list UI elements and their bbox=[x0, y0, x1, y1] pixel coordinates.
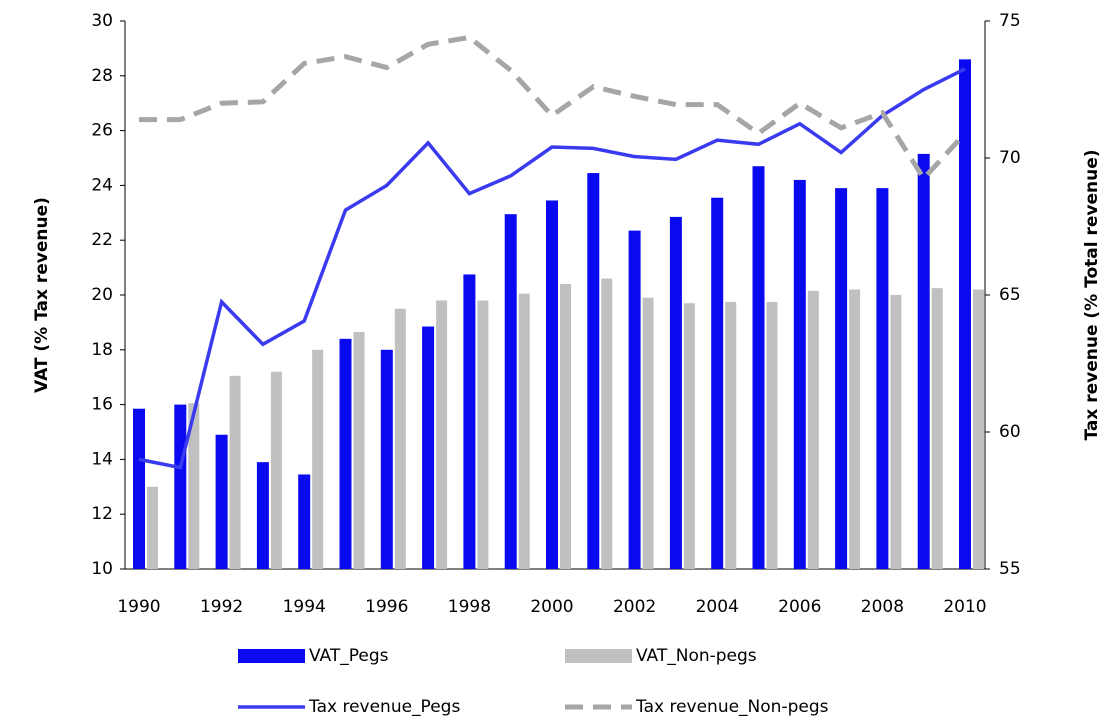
bar bbox=[628, 230, 641, 570]
x-tick-label: 2004 bbox=[696, 597, 739, 617]
bar bbox=[298, 474, 311, 569]
x-tick-label: 1992 bbox=[200, 597, 243, 617]
bar bbox=[422, 326, 435, 569]
x-tick-label: 2010 bbox=[943, 597, 986, 617]
y2-tick-label: 55 bbox=[999, 559, 1021, 579]
x-tick-label: 2006 bbox=[778, 597, 821, 617]
bar bbox=[394, 308, 406, 569]
bar bbox=[560, 284, 571, 569]
bar bbox=[256, 462, 269, 569]
y2-axis-title: Tax revenue (% Total revenue) bbox=[1082, 149, 1102, 440]
bar bbox=[133, 408, 145, 569]
y2-tick-label: 65 bbox=[999, 285, 1021, 305]
y-tick-label: 14 bbox=[91, 449, 113, 469]
bar bbox=[174, 404, 187, 569]
bar bbox=[752, 166, 765, 569]
bar bbox=[518, 293, 530, 569]
bar bbox=[215, 434, 228, 569]
x-tick-label: 1990 bbox=[117, 597, 160, 617]
bar bbox=[270, 371, 282, 569]
bar bbox=[890, 295, 902, 569]
bar bbox=[188, 403, 200, 569]
y-tick-label: 18 bbox=[91, 340, 113, 360]
bar bbox=[380, 349, 393, 569]
bar bbox=[917, 153, 930, 569]
y2-tick-label: 75 bbox=[999, 11, 1021, 31]
bar bbox=[312, 349, 324, 569]
x-tick-label: 2008 bbox=[861, 597, 904, 617]
legend-label: VAT_Non-pegs bbox=[636, 646, 757, 666]
bar bbox=[587, 173, 600, 569]
y-tick-label: 28 bbox=[91, 66, 113, 86]
bar bbox=[642, 297, 654, 569]
y-tick-label: 30 bbox=[91, 11, 113, 31]
bar bbox=[793, 179, 806, 570]
bar bbox=[876, 188, 889, 569]
bar bbox=[353, 331, 365, 569]
y-tick-label: 26 bbox=[91, 121, 113, 141]
bar bbox=[504, 214, 517, 570]
y-axis-title: VAT (% Tax revenue) bbox=[32, 197, 52, 393]
bar bbox=[835, 188, 848, 569]
x-tick-label: 2000 bbox=[530, 597, 573, 617]
bar bbox=[959, 59, 971, 570]
x-tick-label: 2002 bbox=[613, 597, 656, 617]
x-tick-label: 1998 bbox=[448, 597, 491, 617]
bar bbox=[766, 301, 778, 569]
bar bbox=[463, 274, 476, 569]
y2-tick-label: 70 bbox=[999, 148, 1021, 168]
legend-label: Tax revenue_Non-pegs bbox=[635, 697, 829, 717]
y-tick-label: 24 bbox=[91, 175, 113, 195]
x-tick-label: 1994 bbox=[283, 597, 326, 617]
y-tick-label: 12 bbox=[91, 504, 113, 524]
bar bbox=[973, 289, 984, 569]
bar bbox=[711, 197, 724, 570]
x-tick-label: 1996 bbox=[365, 597, 408, 617]
bar bbox=[339, 338, 352, 569]
bar bbox=[546, 200, 558, 569]
bar bbox=[436, 300, 448, 569]
bar bbox=[601, 278, 613, 569]
bar bbox=[229, 375, 241, 569]
y-tick-label: 16 bbox=[91, 395, 113, 415]
y2-tick-label: 60 bbox=[999, 422, 1021, 442]
bar bbox=[931, 288, 943, 569]
legend-label: Tax revenue_Pegs bbox=[308, 697, 460, 717]
legend-swatch bbox=[238, 649, 305, 663]
line bbox=[139, 34, 967, 183]
bar bbox=[807, 290, 819, 569]
legend-label: VAT_Pegs bbox=[309, 646, 389, 666]
bar bbox=[683, 303, 695, 569]
bar bbox=[147, 486, 158, 569]
y-tick-label: 22 bbox=[91, 230, 113, 250]
bar bbox=[477, 300, 489, 569]
bar bbox=[725, 301, 737, 569]
y-tick-label: 20 bbox=[91, 285, 113, 305]
y-tick-label: 10 bbox=[91, 559, 113, 579]
line bbox=[138, 67, 966, 470]
bar bbox=[669, 216, 682, 569]
bar bbox=[849, 289, 861, 569]
legend-swatch bbox=[565, 649, 632, 663]
